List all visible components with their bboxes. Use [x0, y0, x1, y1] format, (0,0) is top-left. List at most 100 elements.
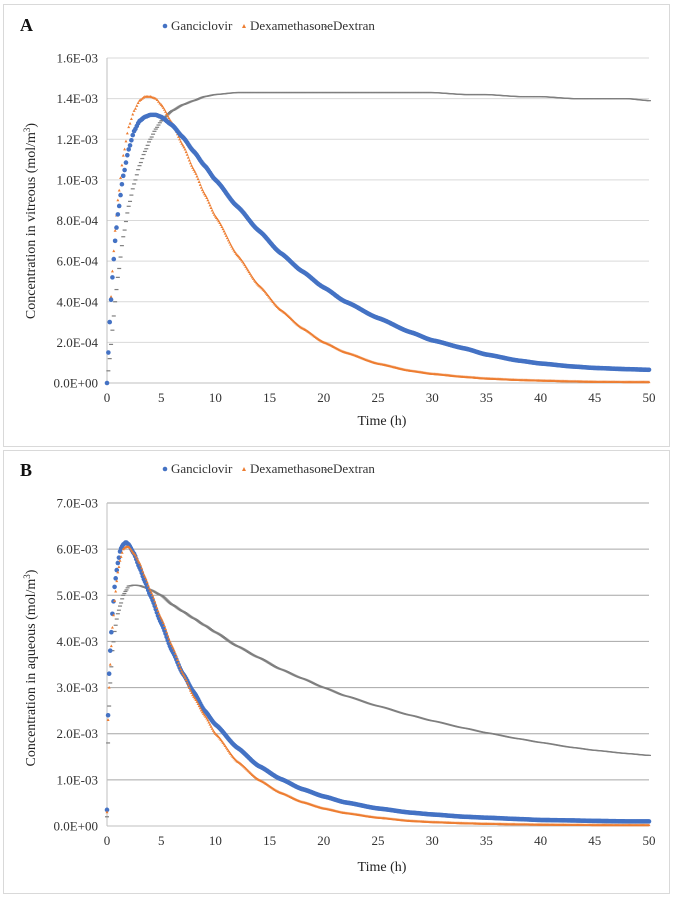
legend-label-dextran: Dextran [333, 461, 375, 476]
data-point [204, 625, 209, 628]
data-point [169, 642, 173, 646]
data-point [233, 250, 237, 254]
data-point [224, 234, 228, 237]
x-tick-label: 25 [372, 833, 385, 848]
data-point [147, 141, 152, 143]
y-axis-title: Concentration in vitreous (mol/m3) [22, 123, 39, 320]
data-point [194, 698, 198, 702]
data-point [132, 109, 136, 112]
legend-marker-dexamethasone [242, 24, 246, 28]
data-point [176, 608, 181, 610]
data-point [114, 589, 118, 593]
data-point [229, 752, 233, 755]
data-point [138, 161, 143, 164]
data-point [152, 591, 157, 593]
data-point [647, 380, 651, 384]
data-point [112, 249, 116, 253]
data-point [188, 161, 192, 165]
data-point [132, 552, 136, 555]
data-point [210, 629, 215, 631]
data-point [199, 622, 204, 624]
data-point [120, 163, 124, 167]
data-point [171, 604, 176, 606]
data-point [119, 555, 123, 558]
data-point [161, 106, 165, 109]
data-point [113, 229, 117, 232]
data-point [244, 265, 248, 268]
data-point [199, 708, 203, 712]
y-axis-title: Concentration in aqueous (mol/m3) [22, 569, 39, 766]
data-point [144, 148, 149, 150]
data-point [128, 546, 132, 550]
data-point [173, 605, 178, 607]
data-point [149, 136, 154, 138]
data-point [184, 612, 189, 614]
data-point [107, 648, 113, 653]
data-point [153, 128, 158, 130]
data-point [252, 278, 256, 282]
data-point [227, 240, 231, 244]
data-point [229, 242, 233, 246]
data-point [145, 144, 150, 146]
data-point [212, 213, 216, 216]
data-point [116, 198, 120, 202]
y-tick-label: 6.0E-03 [56, 542, 98, 557]
data-point [126, 147, 131, 152]
data-point [247, 270, 251, 274]
data-point [122, 229, 127, 231]
data-point [238, 257, 242, 260]
x-tick-label: 30 [426, 833, 439, 848]
data-point [192, 618, 197, 620]
data-point [188, 688, 192, 692]
data-point [127, 125, 131, 129]
data-point [179, 139, 183, 143]
data-point [121, 153, 125, 157]
data-point [139, 563, 143, 567]
data-point [165, 112, 169, 115]
data-point [647, 823, 651, 827]
data-point [262, 659, 267, 661]
data-point [227, 640, 232, 643]
y-tick-label: 3.0E-03 [56, 680, 98, 695]
data-point [241, 648, 246, 650]
data-point [153, 591, 158, 594]
data-point [167, 602, 172, 604]
data-point [116, 555, 122, 560]
data-point [206, 198, 210, 202]
data-point [248, 272, 252, 275]
data-point [220, 739, 224, 743]
data-point [123, 220, 128, 223]
data-point [164, 110, 168, 113]
data-point [196, 702, 200, 705]
legend-label-dexamethasone: Dexamethasone [250, 18, 333, 33]
data-point [190, 164, 194, 167]
data-point [220, 225, 224, 229]
data-point [154, 97, 158, 100]
data-point [134, 555, 138, 559]
legend-marker-dexamethasone [242, 467, 246, 471]
series-dextran [105, 584, 651, 818]
data-point [148, 138, 153, 140]
x-tick-label: 30 [426, 390, 439, 405]
data-point [138, 561, 142, 565]
data-point [229, 642, 234, 644]
data-point [118, 256, 123, 258]
data-point [179, 667, 183, 671]
data-point [138, 99, 142, 102]
data-point [269, 664, 274, 666]
data-point [137, 165, 142, 167]
data-point [135, 104, 139, 107]
panel-letter: A [20, 15, 33, 35]
data-point [208, 203, 212, 207]
data-point [117, 188, 121, 192]
data-point [118, 605, 123, 607]
data-point [189, 616, 194, 618]
data-point [239, 258, 243, 262]
data-point [115, 613, 120, 615]
x-tick-label: 35 [480, 390, 493, 405]
x-tick-label: 40 [534, 833, 547, 848]
data-point [205, 196, 209, 199]
data-point [195, 700, 199, 703]
data-point [187, 686, 191, 690]
data-point [226, 749, 230, 752]
